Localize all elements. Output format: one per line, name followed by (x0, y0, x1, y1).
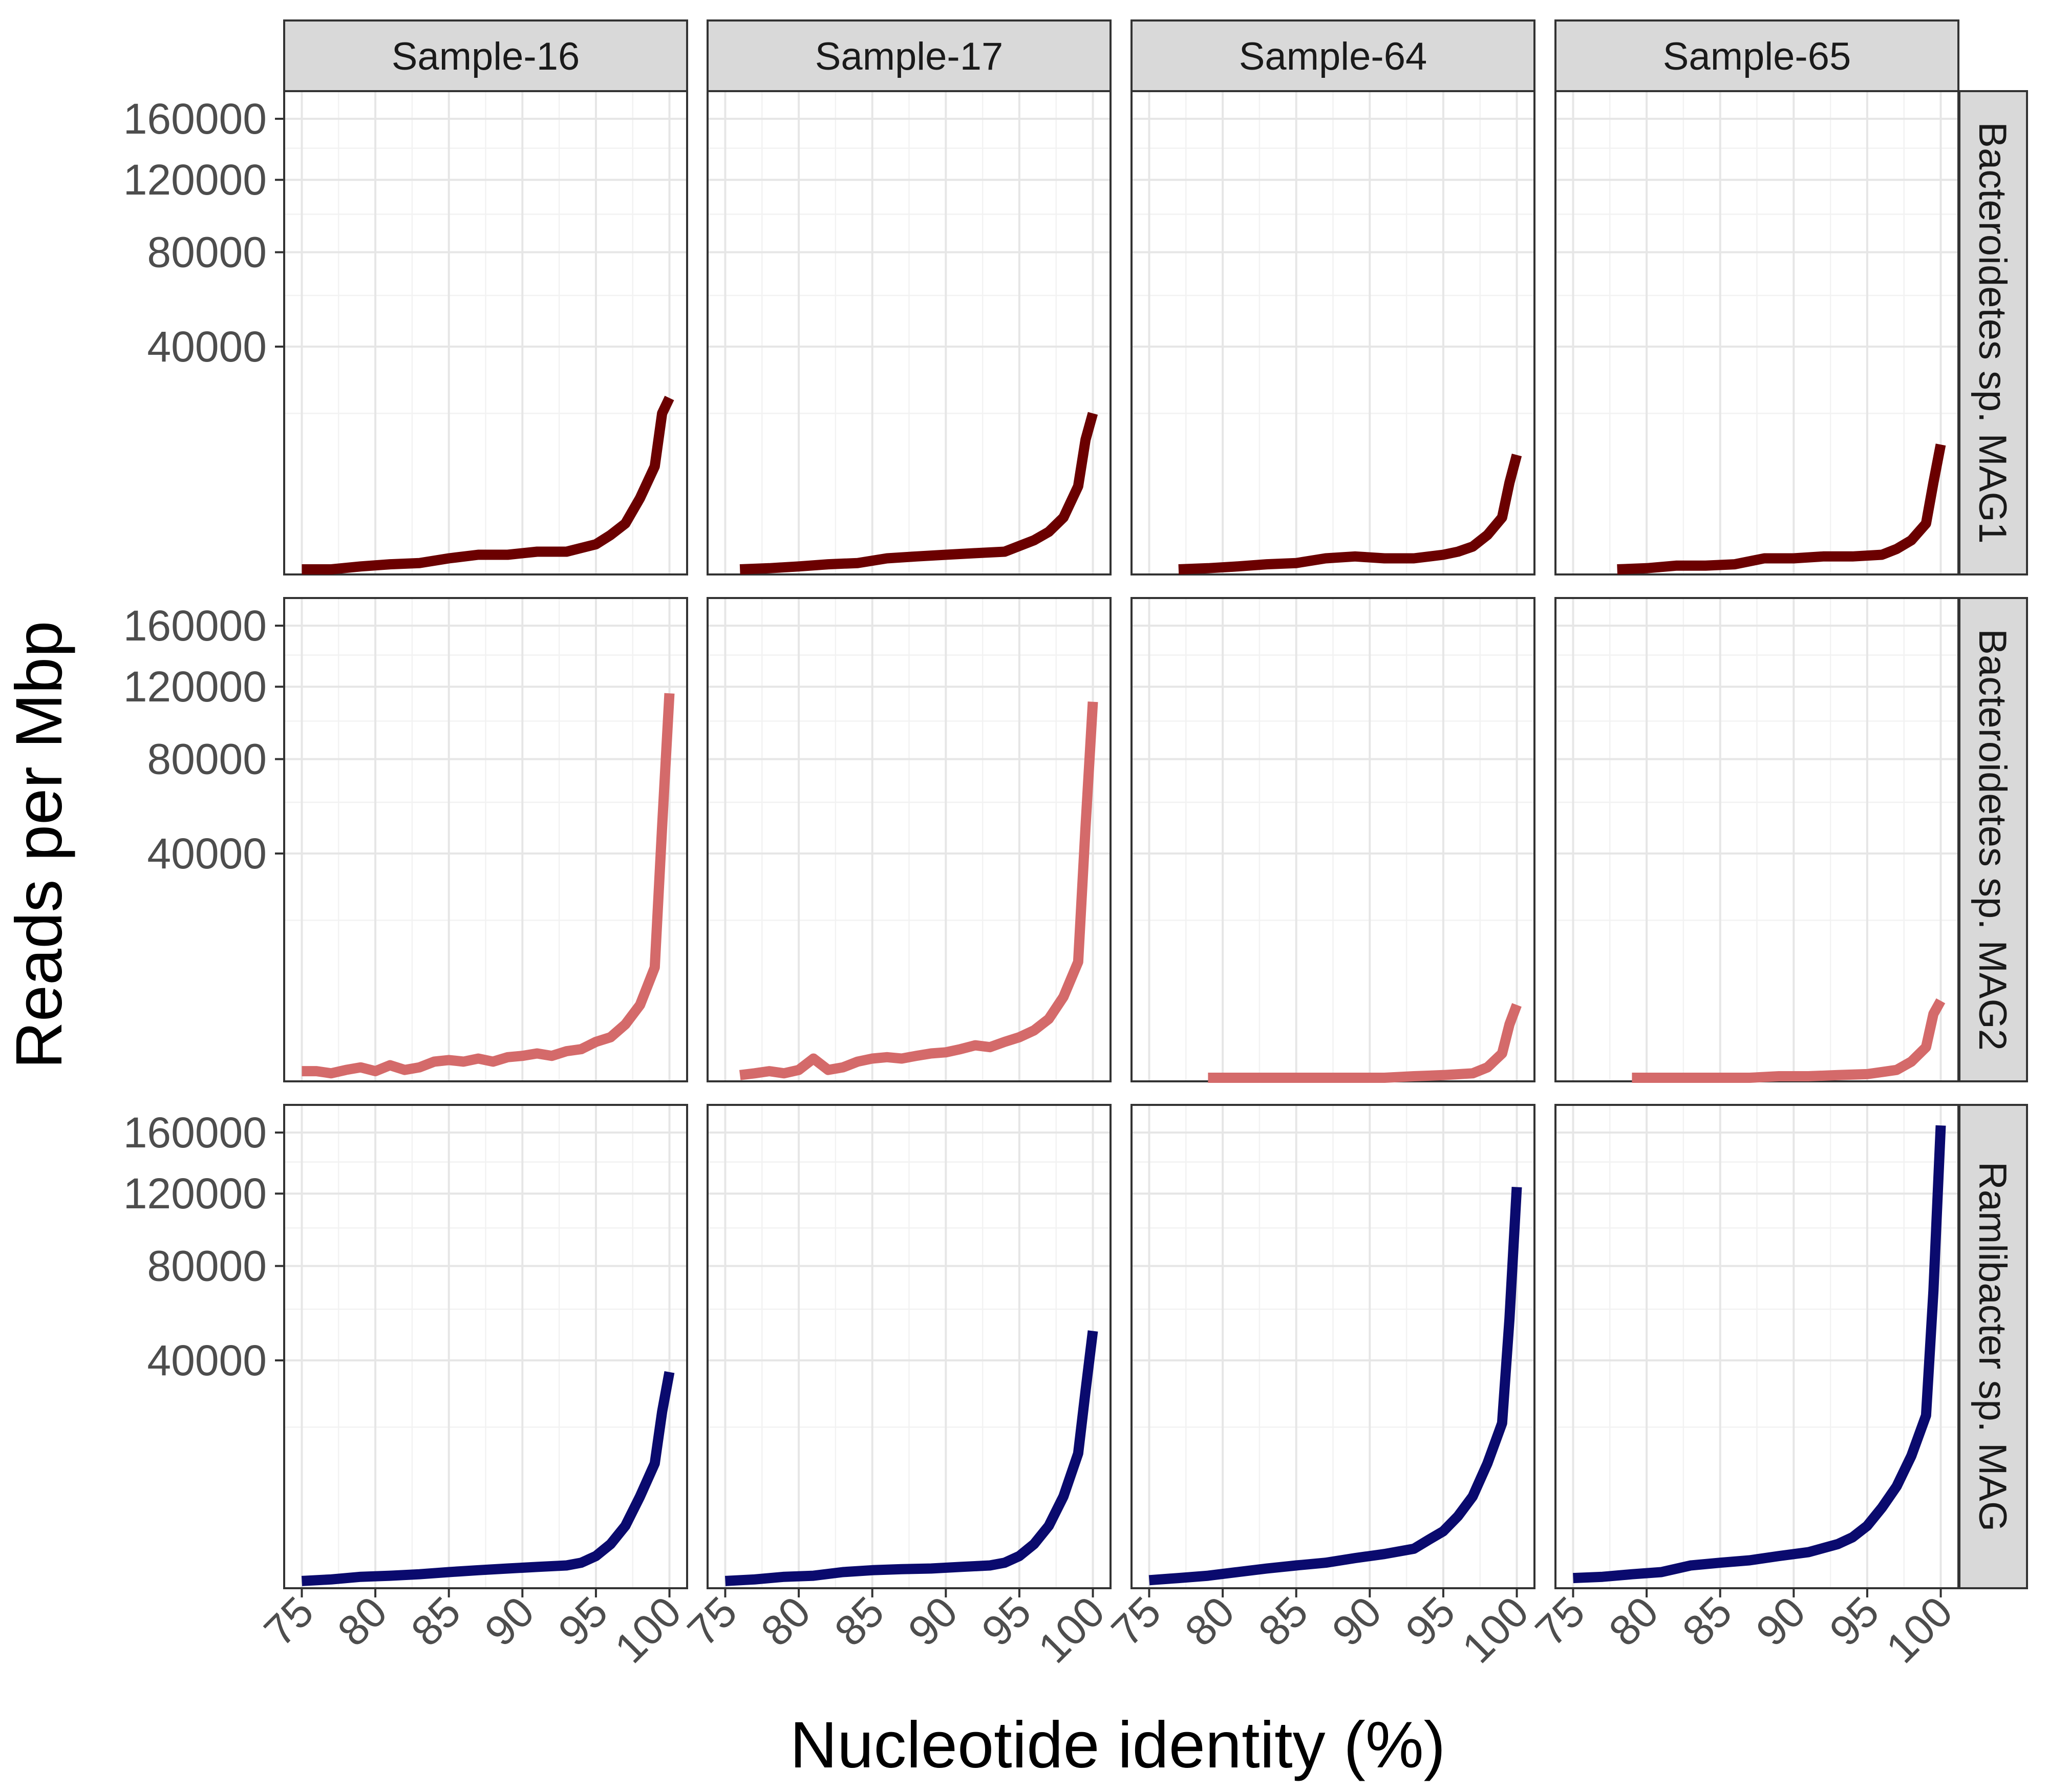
x-tick-label: 95 (972, 1587, 1040, 1655)
y-axis-title: Reads per Mbp (3, 621, 76, 1069)
x-tick-label: 100 (1029, 1587, 1114, 1672)
x-tick-label: 80 (328, 1587, 396, 1655)
x-tick-label: 80 (752, 1587, 820, 1655)
y-tick-label: 80000 (147, 735, 267, 783)
x-tick-label: 90 (899, 1587, 967, 1655)
series-line-r1-c1 (739, 701, 1098, 1080)
panel-r1-c1 (707, 597, 1112, 1082)
x-tick-label: 85 (1249, 1587, 1317, 1655)
panel-r1-c2 (1130, 597, 1535, 1082)
x-tick-label: 85 (825, 1587, 893, 1655)
y-tick-label: 160000 (123, 602, 267, 650)
column-strip-2: Sample-64 (1130, 19, 1535, 92)
column-strip-label: Sample-17 (815, 35, 1004, 78)
y-tick-label: 160000 (123, 95, 267, 143)
series-line-r0-c2 (1178, 454, 1522, 574)
panel-r2-c1 (707, 1104, 1112, 1589)
series-line-r2-c0 (301, 1371, 675, 1586)
series-line-r1-c2 (1208, 1003, 1522, 1083)
row-strip-label: Ramlibacter sp. MAG (1971, 1162, 2014, 1531)
row-strip-2: Ramlibacter sp. MAG (1958, 1104, 2028, 1589)
panel-r0-c3 (1554, 90, 1959, 575)
row-strip-label: Bacteroidetes sp. MAG1 (1971, 122, 2014, 544)
strips-layer: Sample-16 Sample-17 Sample-64 Sample-65 Bact… (283, 19, 2028, 1589)
column-strip-label: Sample-16 (392, 35, 580, 78)
x-tick-label: 95 (549, 1587, 617, 1655)
y-tick-label: 40000 (147, 1336, 267, 1384)
panel-border (707, 597, 1112, 1082)
y-tick-label: 120000 (123, 1169, 267, 1218)
row-strip-1: Bacteroidetes sp. MAG2 (1958, 597, 2028, 1082)
x-tick-label: 100 (606, 1587, 691, 1672)
x-tick-label: 75 (678, 1587, 746, 1655)
row-strip-background (1958, 90, 2028, 575)
series-line-r2-c1 (724, 1330, 1098, 1586)
x-tick-label: 80 (1176, 1587, 1244, 1655)
panel-r2-c0 (283, 1104, 688, 1589)
x-tick-label: 100 (1453, 1587, 1538, 1672)
panels-layer (283, 90, 1959, 1589)
series-line-r1-c3 (1632, 998, 1946, 1083)
panel-border (1130, 1104, 1535, 1589)
column-strip-background (1130, 19, 1535, 92)
panel-r2-c3 (1554, 1104, 1959, 1589)
x-tick-label: 85 (1673, 1587, 1741, 1655)
y-tick-label: 40000 (147, 323, 267, 371)
series-line-r1-c0 (302, 693, 675, 1079)
column-strip-background (1554, 19, 1959, 92)
column-strip-0: Sample-16 (283, 19, 688, 92)
y-tick-label: 80000 (147, 1242, 267, 1290)
x-tick-label: 75 (1102, 1587, 1170, 1655)
panel-border (283, 1104, 688, 1589)
x-tick-label: 90 (1746, 1587, 1815, 1655)
y-tick-label: 120000 (123, 663, 267, 711)
panel-r2-c2 (1130, 1104, 1535, 1589)
panel-r1-c0 (283, 597, 688, 1082)
x-tick-label: 95 (1396, 1587, 1464, 1655)
column-strip-background (707, 19, 1112, 92)
x-tick-label: 75 (255, 1587, 323, 1655)
series-line-r2-c2 (1148, 1186, 1522, 1586)
row-strip-background (1958, 1104, 2028, 1589)
series-line-r0-c3 (1617, 443, 1946, 574)
column-strip-3: Sample-65 (1554, 19, 1959, 92)
x-tick-label: 90 (1322, 1587, 1391, 1655)
panel-r0-c2 (1130, 90, 1535, 575)
panel-border (283, 597, 688, 1082)
series-line-r2-c3 (1573, 1125, 1946, 1584)
x-tick-label: 90 (475, 1587, 543, 1655)
y-tick-label: 160000 (123, 1108, 267, 1157)
y-tick-label: 80000 (147, 228, 267, 276)
x-axis-title: Nucleotide identity (%) (790, 1709, 1446, 1782)
column-strip-label: Sample-64 (1239, 35, 1427, 78)
panel-border (707, 1104, 1112, 1589)
x-tick-label: 100 (1877, 1587, 1962, 1672)
panel-r1-c3 (1554, 597, 1959, 1082)
panel-r0-c0 (283, 90, 688, 575)
column-strip-background (283, 19, 688, 92)
y-tick-label: 120000 (123, 156, 267, 204)
column-strip-1: Sample-17 (707, 19, 1112, 92)
series-line-r0-c0 (302, 395, 674, 574)
x-tick-label: 75 (1526, 1587, 1594, 1655)
series-line-r0-c1 (739, 412, 1098, 574)
x-tick-label: 85 (402, 1587, 470, 1655)
row-strip-label: Bacteroidetes sp. MAG2 (1971, 629, 2014, 1051)
x-tick-label: 80 (1599, 1587, 1668, 1655)
y-tick-label: 40000 (147, 829, 267, 878)
panel-r0-c1 (707, 90, 1112, 575)
row-strip-0: Bacteroidetes sp. MAG1 (1958, 90, 2028, 575)
x-tick-label: 95 (1820, 1587, 1888, 1655)
row-strip-background (1958, 597, 2028, 1082)
column-strip-label: Sample-65 (1663, 35, 1851, 78)
